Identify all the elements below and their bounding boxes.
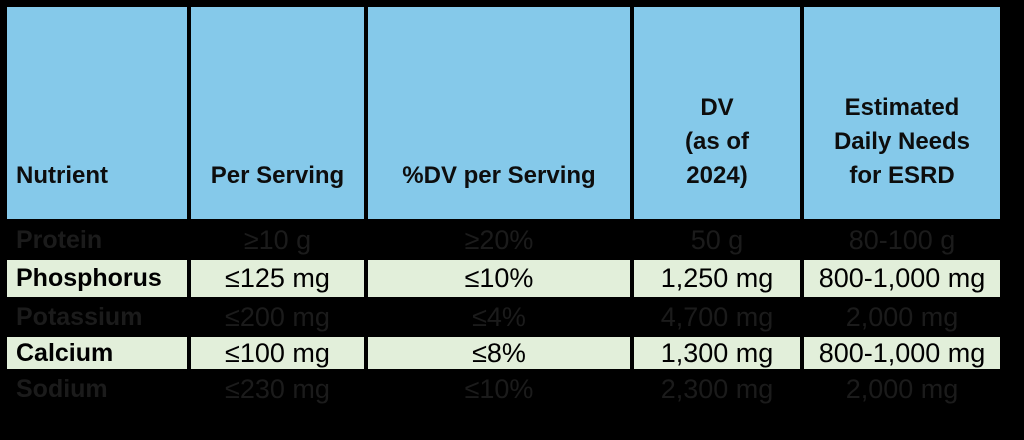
cell-nutrient-name: Calcium: [3, 333, 191, 373]
cell-dv-per-serving: ≤8%: [364, 333, 634, 373]
table-row-potassium: Potassium ≤200 mg ≤4% 4,700 mg 2,000 mg: [3, 297, 1004, 337]
cell-nutrient-name: Sodium: [3, 369, 191, 409]
cell-dv-per-serving: ≥20%: [364, 220, 634, 260]
table-row-phosphorus: Phosphorus ≤125 mg ≤10% 1,250 mg 800-1,0…: [3, 256, 1004, 301]
cell-dv-2024: 50 g: [630, 220, 804, 260]
cell-dv-2024: 1,300 mg: [630, 333, 804, 373]
cell-esrd-needs: 80-100 g: [800, 220, 1004, 260]
cell-esrd-needs: 2,000 mg: [800, 297, 1004, 337]
cell-per-serving: ≤125 mg: [187, 256, 368, 301]
table-row-sodium: Sodium ≤230 mg ≤10% 2,300 mg 2,000 mg: [3, 369, 1004, 409]
cell-per-serving: ≤230 mg: [187, 369, 368, 409]
cell-dv-2024: 1,250 mg: [630, 256, 804, 301]
cell-dv-per-serving: ≤10%: [364, 256, 634, 301]
header-cell-nutrient: Nutrient: [3, 3, 191, 225]
nutrient-table: Nutrient Per Serving %DV per Serving DV …: [3, 3, 1004, 409]
cell-dv-2024: 2,300 mg: [630, 369, 804, 409]
header-cell-esrd-needs: Estimated Daily Needs for ESRD: [800, 3, 1004, 225]
cell-per-serving: ≤100 mg: [187, 333, 368, 373]
cell-dv-per-serving: ≤10%: [364, 369, 634, 409]
header-row: Nutrient Per Serving %DV per Serving DV …: [3, 3, 1004, 225]
cell-dv-2024: 4,700 mg: [630, 297, 804, 337]
cell-esrd-needs: 800-1,000 mg: [800, 256, 1004, 301]
table-row-protein: Protein ≥10 g ≥20% 50 g 80-100 g: [3, 220, 1004, 260]
header-cell-per-serving: Per Serving: [187, 3, 368, 225]
cell-nutrient-name: Potassium: [3, 297, 191, 337]
cell-dv-per-serving: ≤4%: [364, 297, 634, 337]
header-cell-dv-2024: DV (as of 2024): [630, 3, 804, 225]
cell-nutrient-name: Phosphorus: [3, 256, 191, 301]
cell-esrd-needs: 800-1,000 mg: [800, 333, 1004, 373]
cell-esrd-needs: 2,000 mg: [800, 369, 1004, 409]
cell-per-serving: ≥10 g: [187, 220, 368, 260]
cell-nutrient-name: Protein: [3, 220, 191, 260]
cell-per-serving: ≤200 mg: [187, 297, 368, 337]
header-cell-dv-per-serving: %DV per Serving: [364, 3, 634, 225]
table-row-calcium: Calcium ≤100 mg ≤8% 1,300 mg 800-1,000 m…: [3, 333, 1004, 373]
